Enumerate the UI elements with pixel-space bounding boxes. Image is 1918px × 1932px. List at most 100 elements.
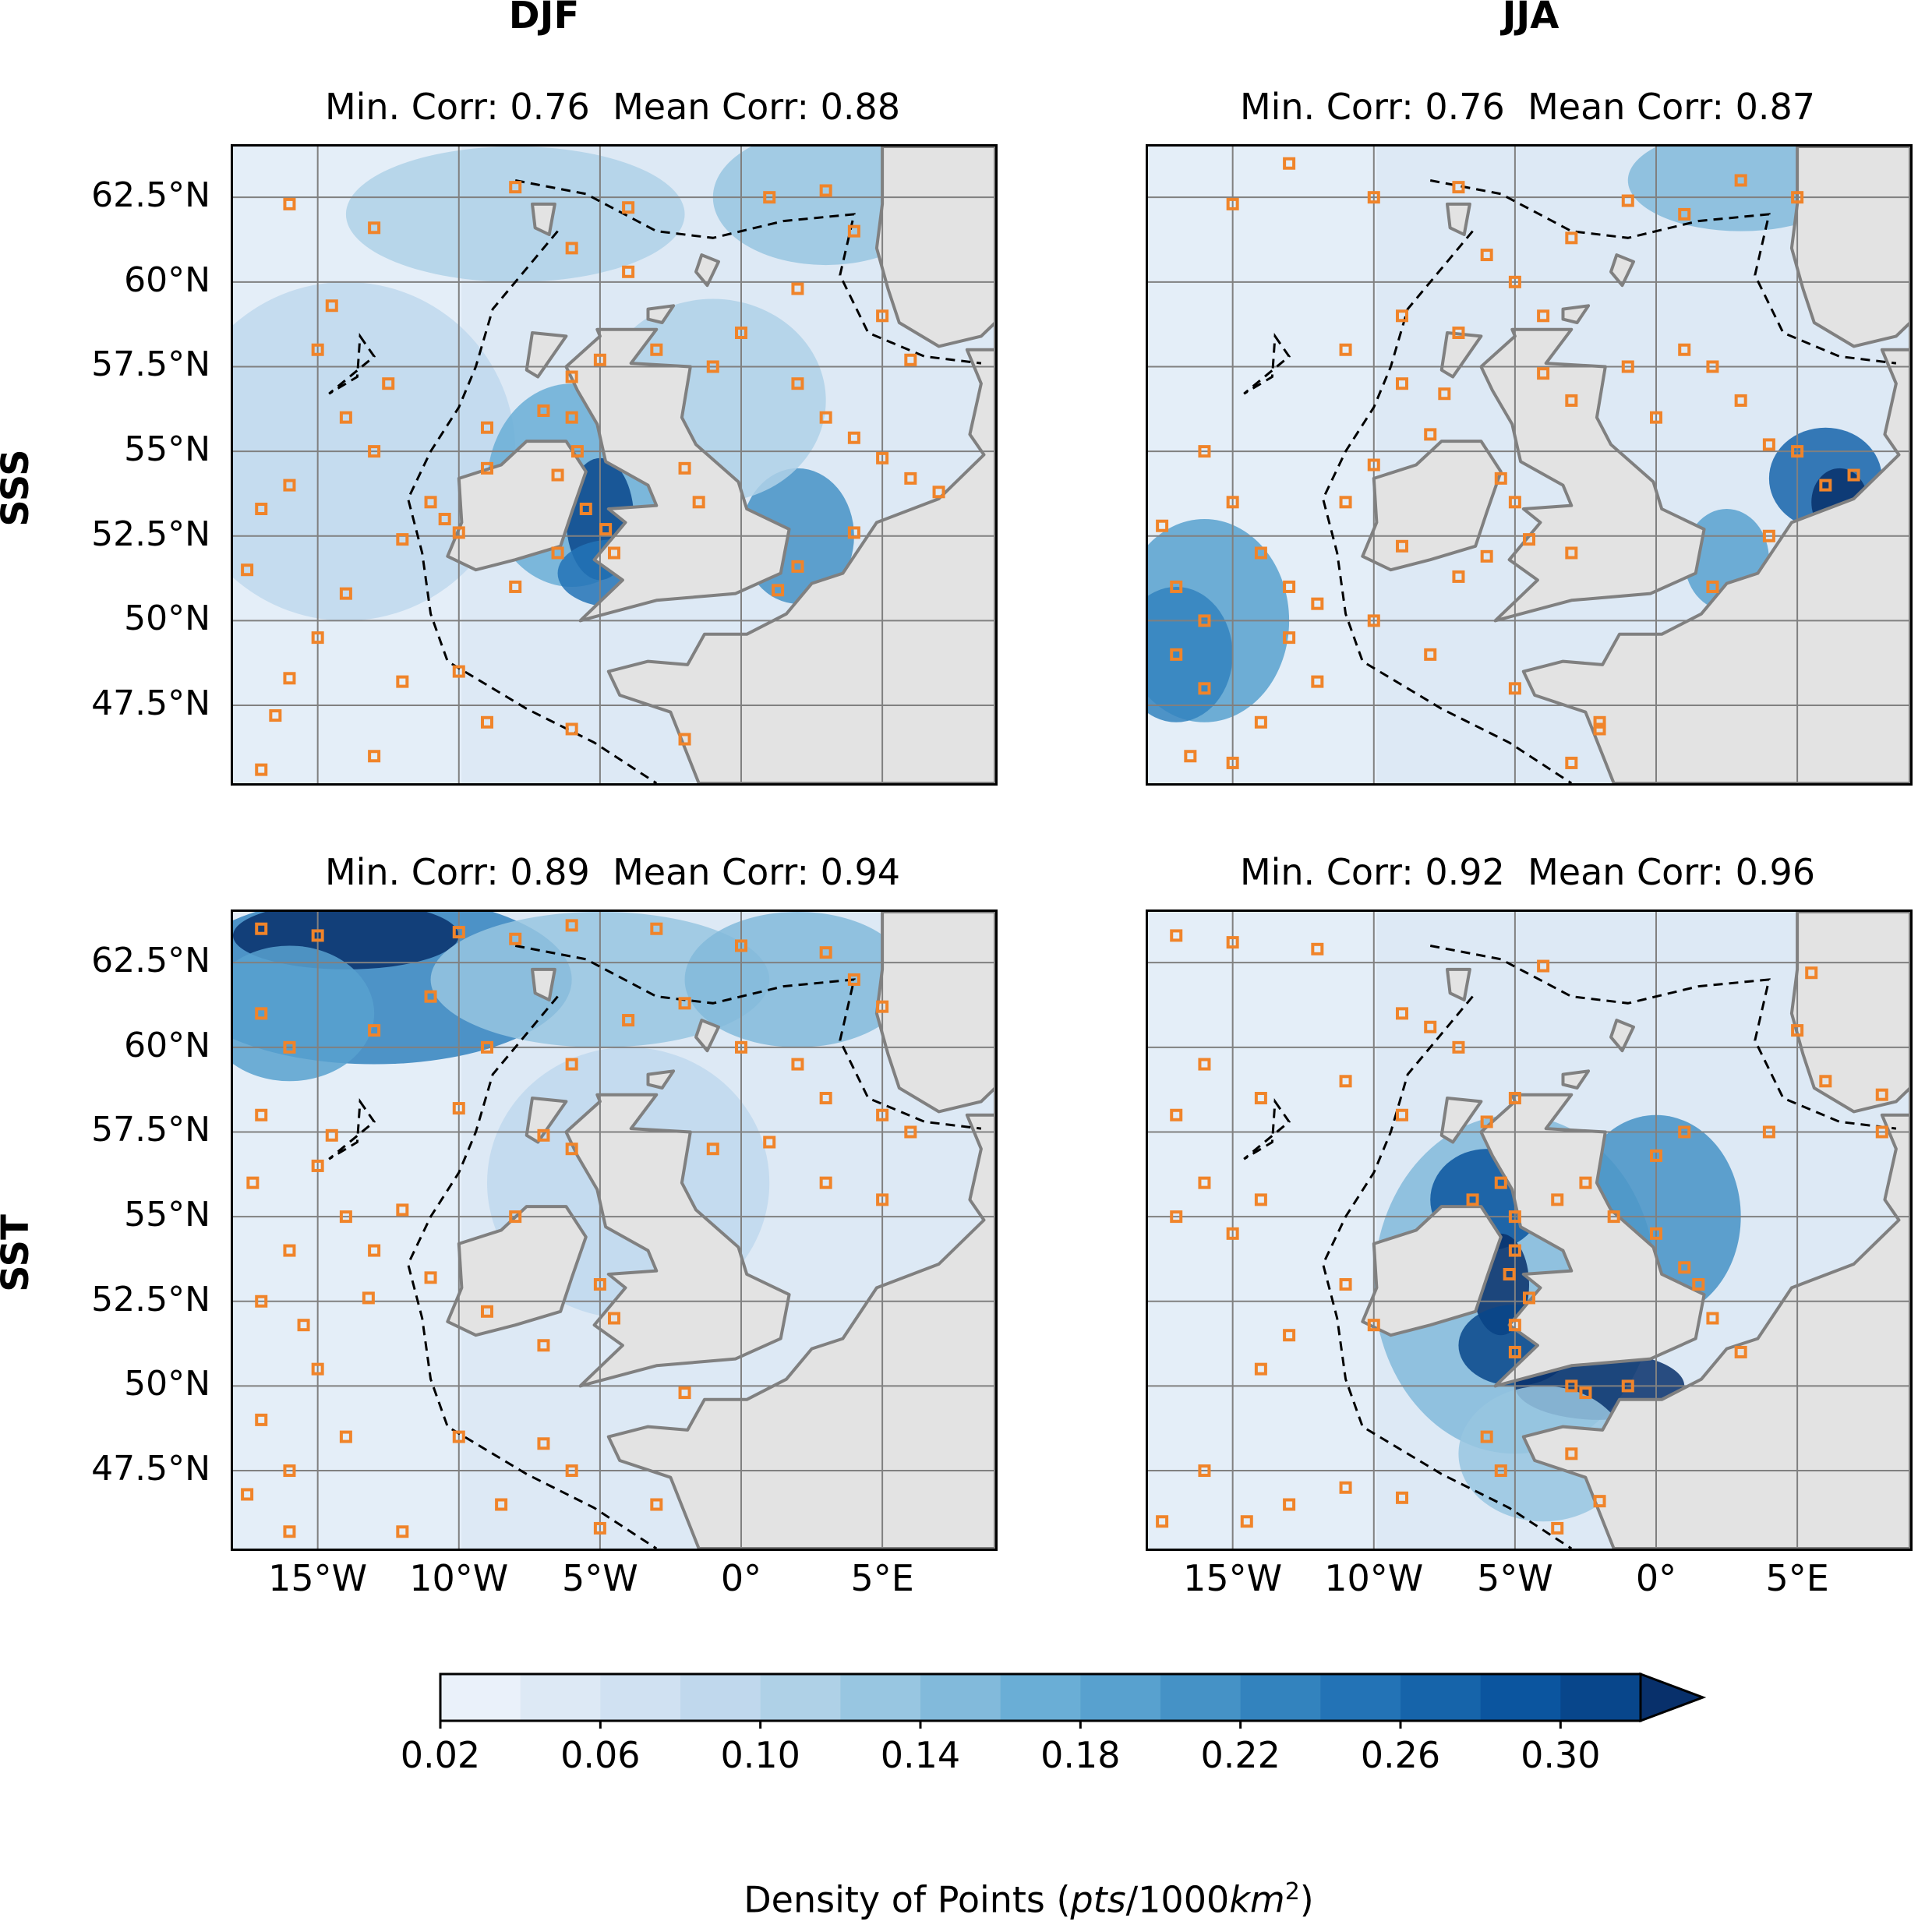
observation-marker xyxy=(650,922,663,935)
observation-marker xyxy=(1650,1149,1662,1162)
land-heb xyxy=(525,1097,568,1144)
observation-marker xyxy=(622,201,635,214)
map-svg xyxy=(233,147,995,783)
observation-marker xyxy=(1734,174,1747,187)
observation-marker xyxy=(1494,1176,1507,1189)
rockall-bank-contour xyxy=(1243,333,1291,395)
observation-marker xyxy=(1170,580,1183,593)
observation-marker xyxy=(819,411,832,424)
min-corr: Min. Corr: 0.76 xyxy=(324,86,590,128)
observation-marker xyxy=(763,191,776,204)
land-ork xyxy=(1561,304,1591,324)
observation-marker xyxy=(283,1464,296,1478)
colorbar-bin xyxy=(1480,1674,1561,1721)
min-corr: Min. Corr: 0.76 xyxy=(1239,86,1505,128)
lon-tick-label: 0° xyxy=(720,1557,762,1599)
observation-marker xyxy=(1551,1193,1564,1206)
observation-marker xyxy=(1452,327,1465,340)
observation-marker xyxy=(1565,1447,1578,1460)
observation-marker xyxy=(1283,631,1296,645)
observation-marker xyxy=(678,1386,691,1400)
observation-marker xyxy=(396,533,409,546)
map-panel-sst-jja xyxy=(1146,909,1913,1551)
map-svg xyxy=(1148,147,1910,783)
observation-marker xyxy=(424,1271,437,1284)
observation-marker xyxy=(1480,549,1493,563)
rockall-bank-contour xyxy=(328,1098,376,1160)
observation-marker xyxy=(1847,468,1860,482)
observation-marker xyxy=(537,404,550,417)
observation-marker xyxy=(1762,1125,1775,1139)
land-ork xyxy=(646,304,676,324)
observation-marker xyxy=(593,1278,606,1291)
shelf-edge-contour xyxy=(514,945,982,1130)
lat-tick-label: 47.5°N xyxy=(91,1449,210,1489)
observation-marker xyxy=(608,546,620,560)
observation-marker xyxy=(1523,1291,1535,1305)
shelf-edge-contour xyxy=(1322,230,1573,783)
lon-tick-label: 15°W xyxy=(268,1557,368,1599)
observation-marker xyxy=(608,1312,620,1325)
observation-marker xyxy=(1424,1020,1437,1033)
observation-marker xyxy=(876,309,889,323)
observation-marker xyxy=(565,1464,578,1478)
observation-marker xyxy=(650,343,663,356)
observation-marker xyxy=(481,1305,493,1318)
mean-corr: Mean Corr: 0.96 xyxy=(1528,851,1816,893)
observation-marker xyxy=(311,343,324,356)
lat-tick-label: 52.5°N xyxy=(91,514,210,554)
lon-tick-label: 5°E xyxy=(1765,1557,1829,1599)
observation-marker xyxy=(241,563,254,577)
observation-marker xyxy=(678,461,691,475)
lat-tick-label: 52.5°N xyxy=(91,1279,210,1319)
observation-marker xyxy=(509,580,522,593)
panel-title-sst-jja: Min. Corr: 0.92 Mean Corr: 0.96 xyxy=(1146,851,1909,893)
observation-marker xyxy=(255,763,268,776)
observation-marker xyxy=(1254,546,1267,560)
colorbar-bin xyxy=(840,1674,921,1721)
observation-marker xyxy=(1480,249,1493,262)
observation-marker xyxy=(1254,1362,1267,1376)
observation-marker xyxy=(876,1193,889,1206)
observation-marker xyxy=(847,526,860,539)
observation-marker xyxy=(1198,445,1211,458)
observation-marker xyxy=(452,665,465,678)
land-eu xyxy=(606,1045,995,1549)
mean-corr: Mean Corr: 0.87 xyxy=(1528,86,1816,128)
observation-marker xyxy=(1170,648,1183,661)
lat-tick-label: 57.5°N xyxy=(91,344,210,385)
observation-marker xyxy=(1339,1481,1352,1494)
colorbar-tick-label: 0.18 xyxy=(1040,1734,1121,1776)
observation-marker xyxy=(565,919,578,932)
observation-marker xyxy=(932,486,945,499)
observation-marker xyxy=(706,360,719,373)
colorbar-tick-label: 0.22 xyxy=(1200,1734,1280,1776)
observation-marker xyxy=(1678,1261,1691,1274)
land-shet xyxy=(1609,1019,1635,1053)
lat-tick-label: 55°N xyxy=(124,1195,210,1235)
observation-marker xyxy=(311,929,324,942)
observation-marker xyxy=(1452,1040,1465,1054)
observation-marker xyxy=(622,265,635,278)
observation-marker xyxy=(452,926,465,939)
lon-tick-label: 10°W xyxy=(409,1557,509,1599)
min-corr: Min. Corr: 0.89 xyxy=(324,851,590,893)
observation-marker xyxy=(1424,428,1437,441)
shelf-edge-contour xyxy=(407,995,658,1549)
observation-marker xyxy=(339,1210,352,1224)
min-corr: Min. Corr: 0.92 xyxy=(1239,851,1505,893)
lat-tick-label: 55°N xyxy=(124,429,210,470)
observation-marker xyxy=(283,672,296,685)
observation-marker xyxy=(241,1488,254,1501)
observation-marker xyxy=(1537,367,1550,380)
observation-marker xyxy=(1593,1495,1606,1508)
observation-marker xyxy=(1438,387,1451,401)
observation-marker xyxy=(311,1159,324,1172)
observation-marker xyxy=(904,1125,917,1139)
colorbar-frame xyxy=(439,1672,1642,1722)
observation-marker xyxy=(1508,1092,1521,1105)
observation-marker xyxy=(876,1108,889,1121)
observation-marker xyxy=(1480,1115,1493,1128)
observation-marker xyxy=(1311,942,1324,955)
observation-marker xyxy=(481,421,493,434)
